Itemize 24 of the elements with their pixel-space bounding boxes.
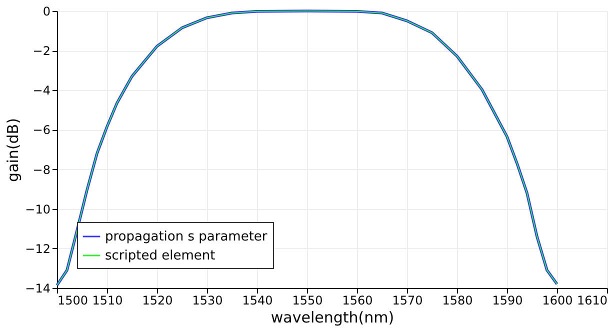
y-tick-label: −2 <box>32 44 50 58</box>
y-tick-label: −8 <box>32 162 50 177</box>
y-tick-label: −14 <box>25 282 50 296</box>
legend-label: propagation s parameter <box>105 230 268 244</box>
x-axis-title: wavelength(nm) <box>270 308 394 326</box>
x-tick-label: 1510 <box>92 294 123 308</box>
x-tick-label: 1540 <box>242 294 273 308</box>
x-tick-label: 1560 <box>342 294 373 308</box>
y-tick-label: 0 <box>42 4 50 18</box>
x-tick-label: 1550 <box>292 294 323 308</box>
x-tick-label: 1500 <box>58 294 88 308</box>
y-tick-label: −4 <box>32 84 50 98</box>
x-tick-label: 1600 <box>542 294 573 308</box>
x-tick-label: 1590 <box>492 294 523 308</box>
x-tick-label: 1520 <box>142 294 173 308</box>
y-axis-title: gain(dB) <box>4 118 22 182</box>
legend-label: scripted element <box>105 248 216 264</box>
y-tick-label: −6 <box>32 123 50 138</box>
x-tick-label: 1570 <box>392 294 423 308</box>
x-tick-label: 1610 <box>576 294 608 308</box>
y-tick-label: −12 <box>25 242 50 256</box>
y-tick-label: −10 <box>25 202 50 216</box>
x-tick-label: 1580 <box>442 294 473 308</box>
x-tick-label: 1530 <box>192 294 223 308</box>
